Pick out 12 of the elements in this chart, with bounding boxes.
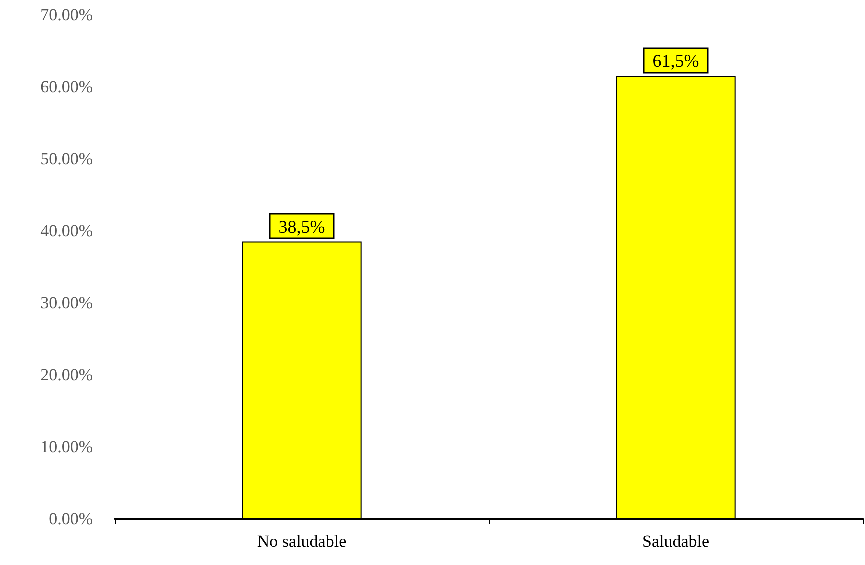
y-tick-label: 10.00% [40, 438, 93, 456]
data-label: 38,5% [278, 216, 326, 237]
y-tick-label: 0.00% [49, 510, 93, 528]
y-tick-label: 30.00% [40, 294, 93, 312]
y-tick-label: 40.00% [40, 222, 93, 240]
x-tick-label: Saludable [642, 532, 710, 551]
data-label: 61,5% [652, 51, 700, 72]
y-tick-label: 20.00% [40, 366, 93, 384]
x-tick-label: No saludable [257, 532, 347, 551]
y-tick-label: 70.00% [40, 6, 93, 24]
y-tick-label: 60.00% [40, 78, 93, 96]
y-tick-label: 50.00% [40, 150, 93, 168]
